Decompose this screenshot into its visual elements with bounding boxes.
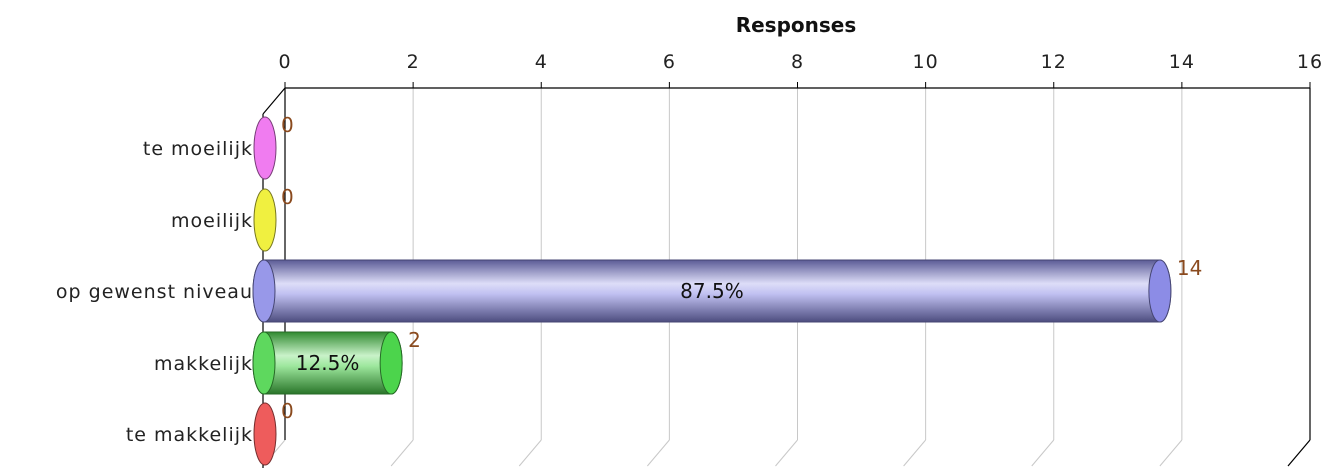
x-tick-label: 14: [1169, 51, 1195, 73]
floor-gridline: [1159, 439, 1183, 467]
bar: [253, 402, 277, 466]
x-tick-label: 8: [791, 51, 804, 73]
floor-gridline: [390, 439, 414, 467]
bar: [253, 188, 277, 252]
bar-zero-cap: [253, 116, 277, 180]
bar-start-cap: [252, 259, 276, 323]
value-label: 0: [281, 185, 294, 209]
floor-gridline: [646, 439, 670, 467]
chart-title: Responses: [736, 13, 857, 37]
y-axis: te moeilijk moeilijk op gewenst niveau makk…: [56, 138, 263, 446]
x-tick-label: 6: [663, 51, 676, 73]
value-label: 14: [1177, 256, 1202, 280]
bar-end-cap: [379, 331, 403, 395]
x-axis: 0 2 4 6 8 10 12 14 16: [278, 51, 1323, 88]
value-label: 0: [281, 399, 294, 423]
category-label: te moeilijk: [143, 138, 253, 160]
floor-gridline: [775, 439, 798, 467]
bar: [252, 331, 403, 395]
category-label: makkelijk: [154, 353, 253, 375]
bar-end-cap: [1148, 259, 1172, 323]
plot-floor-edge: [1287, 439, 1311, 467]
bar: [253, 116, 277, 180]
floor-gridline: [518, 439, 542, 467]
bar-start-cap: [252, 331, 276, 395]
value-label: 2: [408, 328, 421, 352]
percent-label: 87.5%: [680, 279, 744, 303]
x-tick-label: 12: [1041, 51, 1067, 73]
x-tick-label: 16: [1297, 51, 1323, 73]
plot-depth-edge: [262, 87, 286, 115]
floor-gridline: [903, 439, 927, 467]
category-label: moeilijk: [171, 210, 253, 232]
category-label: te makkelijk: [126, 424, 253, 446]
percent-label: 12.5%: [296, 351, 360, 375]
bar-zero-cap: [253, 188, 277, 252]
x-tick-label: 0: [278, 51, 291, 73]
value-label: 0: [281, 113, 294, 137]
x-tick-label: 10: [913, 51, 939, 73]
category-label: op gewenst niveau: [56, 281, 253, 303]
x-tick-label: 2: [407, 51, 420, 73]
floor-gridline: [1031, 439, 1055, 467]
bar: [252, 259, 1172, 323]
x-tick-label: 4: [535, 51, 548, 73]
bars: [252, 116, 1172, 466]
bar-zero-cap: [253, 402, 277, 466]
